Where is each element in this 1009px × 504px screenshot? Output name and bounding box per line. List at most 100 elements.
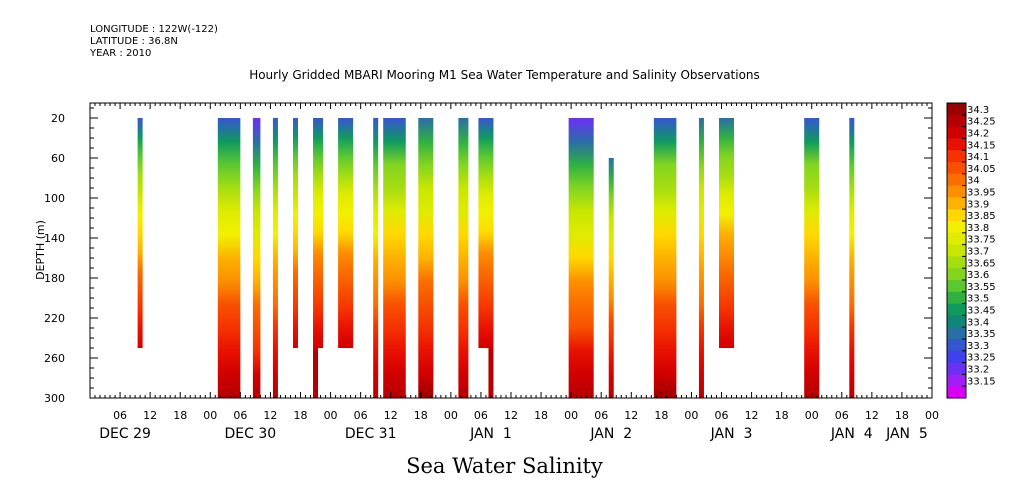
day-label: DEC 29 bbox=[99, 426, 151, 442]
day-label: DEC 31 bbox=[345, 426, 397, 442]
x-tick-label: 12 bbox=[504, 409, 518, 422]
x-tick-label: 12 bbox=[745, 409, 759, 422]
data-column bbox=[338, 118, 354, 348]
data-column bbox=[718, 118, 735, 348]
colorbar-swatch bbox=[947, 291, 966, 305]
x-tick-label: 00 bbox=[444, 409, 458, 422]
data-column bbox=[292, 118, 298, 348]
y-tick-label: 220 bbox=[44, 312, 65, 325]
y-tick-label: 180 bbox=[44, 272, 65, 285]
colorbar-swatch bbox=[947, 221, 966, 234]
data-column bbox=[313, 118, 324, 348]
x-tick-label: 00 bbox=[925, 409, 939, 422]
colorbar-label: 33.95 bbox=[967, 188, 996, 199]
x-tick-label: 18 bbox=[294, 409, 308, 422]
colorbar-label: 33.8 bbox=[967, 223, 989, 234]
colorbar-label: 33.85 bbox=[967, 211, 996, 222]
data-column bbox=[488, 348, 494, 398]
colorbar-label: 34.2 bbox=[967, 129, 989, 140]
colorbar-label: 33.55 bbox=[967, 282, 996, 293]
day-label: JAN 3 bbox=[710, 426, 753, 442]
y-tick-label: 20 bbox=[51, 112, 65, 125]
colorbar-swatch bbox=[947, 315, 966, 328]
data-column bbox=[383, 118, 406, 398]
colorbar-swatch bbox=[947, 197, 966, 210]
x-tick-label: 18 bbox=[775, 409, 789, 422]
colorbar-label: 33.35 bbox=[967, 329, 996, 340]
y-tick-label: 140 bbox=[44, 232, 65, 245]
x-tick-label: 12 bbox=[865, 409, 879, 422]
colorbar-label: 33.5 bbox=[967, 294, 989, 305]
day-label: DEC 30 bbox=[225, 426, 277, 442]
x-tick-label: 18 bbox=[534, 409, 548, 422]
colorbar-label: 33.4 bbox=[967, 317, 989, 328]
colorbar-swatch bbox=[947, 339, 966, 352]
colorbar-swatch bbox=[947, 114, 966, 128]
x-tick-label: 00 bbox=[564, 409, 578, 422]
x-tick-label: 18 bbox=[895, 409, 909, 422]
colorbar-swatch bbox=[947, 374, 966, 387]
colorbar-swatch bbox=[947, 303, 966, 316]
colorbar-label: 33.25 bbox=[967, 353, 996, 364]
y-tick-label: 60 bbox=[51, 152, 65, 165]
x-axis-hour-labels: 06 12 18 00 06 12 18 00 06 12 18 00 06 12 18 00 06 12 18 00… bbox=[113, 409, 939, 422]
x-tick-label: 06 bbox=[233, 409, 247, 422]
colorbar: 34.334.2534.234.1534.134.053433.9533.933… bbox=[946, 102, 996, 399]
day-label: JAN 2 bbox=[589, 426, 632, 442]
data-column bbox=[698, 118, 704, 398]
colorbar-label: 34 bbox=[967, 176, 980, 187]
colorbar-label: 33.2 bbox=[967, 365, 989, 376]
x-tick-label: 18 bbox=[173, 409, 187, 422]
data-column bbox=[804, 118, 820, 398]
colorbar-swatch bbox=[947, 150, 966, 163]
colorbar-label: 33.65 bbox=[967, 258, 996, 269]
x-tick-label: 00 bbox=[324, 409, 338, 422]
y-axis-label: DEPTH (m) bbox=[34, 220, 47, 280]
colorbar-label: 34.1 bbox=[967, 152, 989, 163]
colorbar-label: 34.15 bbox=[967, 140, 996, 151]
colorbar-swatch bbox=[947, 386, 966, 399]
data-column bbox=[272, 118, 278, 398]
colorbar-label: 33.3 bbox=[967, 341, 989, 352]
colorbar-label: 33.75 bbox=[967, 235, 996, 246]
colorbar-label: 33.6 bbox=[967, 270, 989, 281]
x-tick-label: 12 bbox=[624, 409, 638, 422]
colorbar-label: 33.45 bbox=[967, 306, 996, 317]
x-tick-label: 18 bbox=[414, 409, 428, 422]
colorbar-swatch bbox=[947, 209, 966, 222]
colorbar-swatch bbox=[947, 244, 966, 257]
data-column bbox=[252, 118, 261, 398]
x-tick-label: 06 bbox=[354, 409, 368, 422]
colorbar-label: 34.05 bbox=[967, 164, 996, 175]
day-label: JAN 5 bbox=[885, 426, 928, 442]
data-column bbox=[568, 118, 594, 398]
colorbar-label: 33.7 bbox=[967, 247, 989, 258]
data-column bbox=[849, 118, 855, 398]
data-column bbox=[458, 118, 469, 398]
colorbar-swatch bbox=[947, 173, 966, 187]
colorbar-swatch bbox=[947, 268, 966, 281]
day-label: JAN 1 bbox=[469, 426, 512, 442]
data-column bbox=[418, 118, 434, 398]
latitude-label: LATITUDE : 36.8N bbox=[90, 36, 178, 47]
chart-title: Hourly Gridded MBARI Mooring M1 Sea Wate… bbox=[249, 68, 760, 82]
y-axis-tick-labels: 20 60 100 140 180 220 260 300 bbox=[44, 112, 65, 405]
data-columns bbox=[137, 118, 855, 398]
colorbar-swatch bbox=[947, 256, 966, 269]
colorbar-swatch bbox=[947, 185, 966, 198]
x-tick-label: 00 bbox=[684, 409, 698, 422]
y-tick-label: 100 bbox=[44, 192, 65, 205]
y-tick-label: 300 bbox=[44, 392, 65, 405]
colorbar-swatch bbox=[947, 280, 966, 293]
x-tick-label: 12 bbox=[384, 409, 398, 422]
data-column bbox=[373, 118, 379, 398]
x-tick-label: 06 bbox=[835, 409, 849, 422]
colorbar-swatch bbox=[947, 350, 966, 364]
x-tick-label: 06 bbox=[715, 409, 729, 422]
colorbar-swatch bbox=[947, 327, 966, 340]
data-column bbox=[478, 118, 494, 348]
variable-title: Sea Water Salinity bbox=[406, 454, 603, 478]
x-tick-label: 12 bbox=[263, 409, 277, 422]
colorbar-label: 34.3 bbox=[967, 105, 989, 116]
